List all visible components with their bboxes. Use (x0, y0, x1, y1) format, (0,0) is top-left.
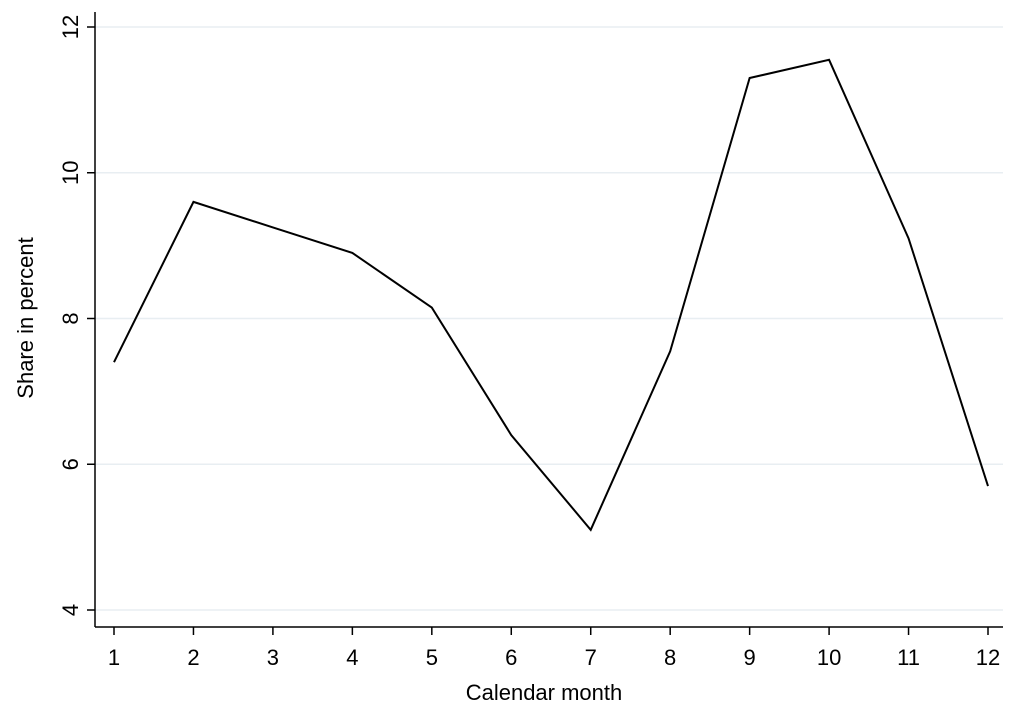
x-tick-label: 11 (897, 645, 920, 670)
x-tick-label: 7 (585, 645, 597, 670)
y-tick-label: 6 (58, 458, 83, 470)
y-axis-title: Share in percent (13, 237, 38, 398)
x-tick-label: 12 (976, 645, 1000, 670)
x-tick-label: 6 (505, 645, 517, 670)
x-axis-ticks: 1 2 3 4 5 6 7 8 9 10 11 12 (108, 627, 1000, 670)
y-tick-label: 8 (58, 312, 83, 324)
x-tick-label: 3 (267, 645, 279, 670)
x-tick-label: 5 (426, 645, 438, 670)
y-axis-ticks: 4 6 8 10 12 (58, 15, 95, 616)
series-line (113, 58, 989, 532)
x-tick-label: 9 (744, 645, 756, 670)
x-tick-label: 10 (817, 645, 841, 670)
y-tick-label: 10 (58, 161, 83, 185)
gridlines (95, 26, 1003, 611)
y-tick-label: 12 (58, 15, 83, 39)
series-lines (113, 58, 989, 532)
x-tick-label: 4 (346, 645, 358, 670)
x-axis-title: Calendar month (466, 680, 623, 705)
y-tick-label: 4 (58, 604, 83, 616)
x-tick-label: 8 (664, 645, 676, 670)
x-tick-label: 2 (187, 645, 199, 670)
x-tick-label: 1 (108, 645, 120, 670)
